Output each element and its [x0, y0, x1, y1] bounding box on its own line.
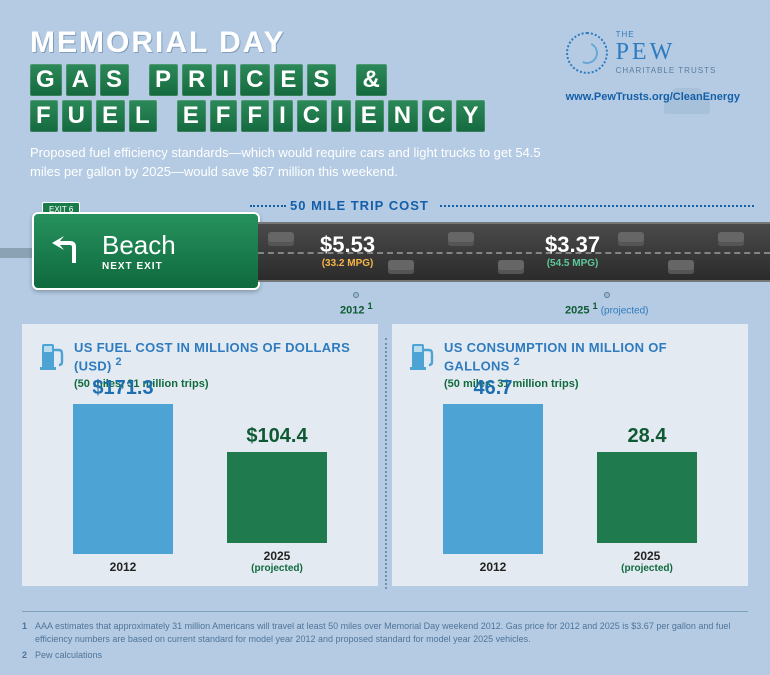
year-mark-2012: 2012 1 — [340, 292, 373, 317]
logo-sub: CHARITABLE TRUSTS — [616, 66, 717, 75]
sign-sub: NEXT EXIT — [102, 261, 176, 272]
title-tile: C — [240, 64, 270, 96]
title-tile: & — [356, 64, 386, 96]
bar-projected: (projected) — [621, 563, 673, 574]
title-tile: E — [355, 100, 384, 132]
bar: 46.7 2012 — [443, 377, 543, 574]
title-tile: E — [274, 64, 303, 96]
footnotes: 1AAA estimates that approximately 31 mil… — [22, 611, 748, 665]
title-tile: F — [241, 100, 269, 132]
sign-post-icon — [0, 248, 34, 258]
title-tile — [133, 64, 145, 96]
title-tile: E — [96, 100, 125, 132]
bar-label: 2025 — [264, 549, 291, 563]
year-mark-2025: 2025 1 (projected) — [565, 292, 649, 317]
price-2025: $3.37 — [545, 232, 600, 258]
title-tile: F — [210, 100, 238, 132]
title-tile: C — [422, 100, 452, 132]
title-tile — [340, 64, 352, 96]
header: MEMORIAL DAY GASPRICES& FUELEFFICIENCY P… — [0, 0, 770, 192]
bar-projected: (projected) — [251, 563, 303, 574]
consumption-panel: US CONSUMPTION IN MILLION OF GALLONS 2 (… — [392, 324, 748, 586]
highway-sign: EXIT 6 Beach NEXT EXIT — [0, 212, 270, 302]
trip-cost-2012: $5.53 (33.2 MPG) — [320, 232, 375, 269]
bar-value: $104.4 — [246, 425, 307, 448]
fuel-cost-panel: US FUEL COST IN MILLIONS OF DOLLARS (USD… — [22, 324, 378, 586]
title-tile: I — [331, 100, 351, 132]
bar-rect — [443, 404, 543, 554]
logo-name: PEW — [616, 39, 676, 65]
vertical-divider — [385, 338, 387, 589]
bar: $104.4 2025(projected) — [227, 425, 327, 574]
title-tile: F — [30, 100, 58, 132]
pew-logo: THE PEW CHARITABLE TRUSTS www.PewTrusts.… — [566, 30, 740, 103]
gas-pump-icon — [40, 340, 64, 370]
title-tile: A — [66, 64, 96, 96]
title-tile: I — [273, 100, 293, 132]
footnote: 2Pew calculations — [22, 649, 748, 662]
bar-value: 46.7 — [474, 377, 513, 400]
subtitle: Proposed fuel efficiency standards—which… — [30, 144, 550, 182]
footnote: 1AAA estimates that approximately 31 mil… — [22, 620, 748, 646]
bar-value: $171.3 — [92, 377, 153, 400]
title-tile: Y — [456, 100, 485, 132]
infographic-root: MEMORIAL DAY GASPRICES& FUELEFFICIENCY P… — [0, 0, 770, 675]
logo-the: THE — [616, 30, 717, 39]
bar-label: 2012 — [110, 560, 137, 574]
bar: $171.3 2012 — [73, 377, 173, 574]
title-tile: U — [62, 100, 92, 132]
logo-url[interactable]: www.PewTrusts.org/CleanEnergy — [566, 91, 740, 103]
sign-main: Beach — [102, 230, 176, 261]
bar-label: 2025 — [634, 549, 661, 563]
bar-rect — [597, 452, 697, 543]
title-tile: S — [100, 64, 129, 96]
left-arrow-icon — [48, 231, 88, 271]
bar-rect — [227, 452, 327, 543]
sun-icon — [566, 32, 608, 74]
title-tile: G — [30, 64, 62, 96]
title-tile: N — [388, 100, 418, 132]
mpg-2025: (54.5 MPG) — [545, 258, 600, 269]
bar-value: 28.4 — [628, 425, 667, 448]
title-tile: I — [216, 64, 236, 96]
gas-pump-icon — [410, 340, 434, 370]
road-section: 50 MILE TRIP COST EXIT 6 Beach NEXT EXIT… — [0, 198, 770, 308]
title-tile: S — [307, 64, 336, 96]
title-tile — [161, 100, 173, 132]
title-tile: P — [149, 64, 178, 96]
bar-label: 2012 — [480, 560, 507, 574]
bar-rect — [73, 404, 173, 554]
title-tile: R — [182, 64, 212, 96]
mpg-2012: (33.2 MPG) — [320, 258, 375, 269]
title-tile: E — [177, 100, 206, 132]
title-tile: C — [297, 100, 327, 132]
trip-cost-2025: $3.37 (54.5 MPG) — [545, 232, 600, 269]
panel-title: US CONSUMPTION IN MILLION OF GALLONS 2 — [444, 340, 730, 375]
bars-fuel-cost: $171.32012$104.42025(projected) — [40, 404, 360, 574]
price-2012: $5.53 — [320, 232, 375, 258]
title-tile: L — [129, 100, 157, 132]
bar: 28.4 2025(projected) — [597, 425, 697, 574]
bars-consumption: 46.7201228.42025(projected) — [410, 404, 730, 574]
title-tiles-row3: FUELEFFICIENCY — [30, 100, 740, 132]
panel-title: US FUEL COST IN MILLIONS OF DOLLARS (USD… — [74, 340, 360, 375]
road-title: 50 MILE TRIP COST — [290, 198, 754, 213]
